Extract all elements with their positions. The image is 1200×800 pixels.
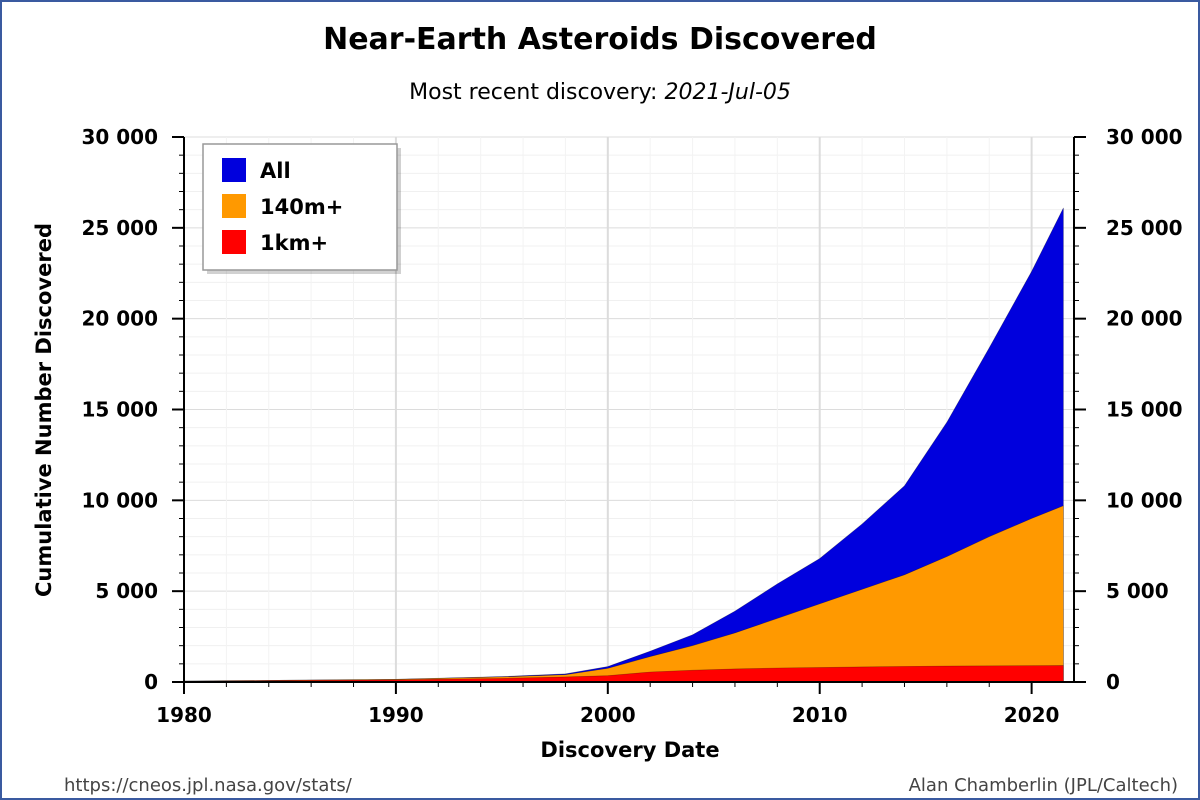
axes: 0 0 5 000 5 000 10 000 10 000 15 000 15 000 20 0… [81, 125, 1182, 727]
x-tick-label: 2010 [792, 703, 848, 727]
subtitle-prefix: Most recent discovery: [409, 80, 664, 105]
x-tick-label: 1990 [368, 703, 424, 727]
x-tick-label: 2000 [580, 703, 636, 727]
y-tick-label: 5 000 [95, 579, 158, 603]
chart-title: Near-Earth Asteroids Discovered [323, 22, 877, 57]
legend-swatch-1km[interactable] [222, 230, 246, 254]
author-credit: Alan Chamberlin (JPL/Caltech) [909, 775, 1178, 796]
legend-swatch-all[interactable] [222, 158, 246, 182]
y-tick-label: 15 000 [81, 398, 158, 422]
area-series-all [183, 207, 1064, 683]
y-tick-label: 30 000 [81, 125, 158, 149]
area-series-1km [183, 665, 1064, 683]
y-tick-label-right: 10 000 [1106, 488, 1183, 512]
areas [183, 207, 1064, 683]
x-axis-label: Discovery Date [540, 738, 719, 762]
chart-subtitle: Most recent discovery: 2021-Jul-05 [409, 80, 791, 105]
legend-label-140m[interactable]: 140m+ [260, 195, 343, 219]
legend-swatch-140m[interactable] [222, 194, 246, 218]
y-tick-label: 10 000 [81, 488, 158, 512]
y-tick-label: 0 [144, 670, 158, 694]
source-url[interactable]: https://cneos.jpl.nasa.gov/stats/ [64, 775, 353, 796]
y-tick-label-right: 25 000 [1106, 216, 1183, 240]
area-series-140m [183, 505, 1064, 683]
y-tick-label-right: 5 000 [1106, 579, 1169, 603]
y-tick-label-right: 20 000 [1106, 307, 1183, 331]
y-tick-label-right: 15 000 [1106, 398, 1183, 422]
x-tick-label: 2020 [1004, 703, 1060, 727]
legend-label-1km[interactable]: 1km+ [260, 231, 328, 255]
legend: All 140m+ 1km+ [202, 143, 401, 274]
y-tick-label-right: 30 000 [1106, 125, 1183, 149]
legend-label-all[interactable]: All [260, 159, 291, 183]
y-tick-label-right: 0 [1106, 670, 1120, 694]
y-axis-label: Cumulative Number Discovered [32, 223, 56, 597]
x-tick-label: 1980 [156, 703, 212, 727]
y-tick-label: 20 000 [81, 307, 158, 331]
subtitle-date: 2021-Jul-05 [664, 80, 790, 105]
y-tick-label: 25 000 [81, 216, 158, 240]
